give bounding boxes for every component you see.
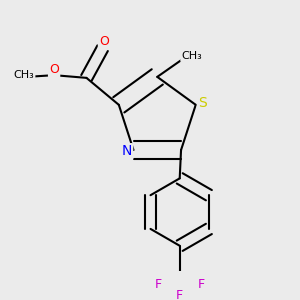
Text: F: F [154,278,162,291]
Text: O: O [49,63,59,76]
Text: F: F [198,278,205,291]
Text: N: N [122,144,132,158]
Text: O: O [99,35,109,48]
Text: CH₃: CH₃ [14,70,34,80]
Text: CH₃: CH₃ [182,51,202,61]
Text: S: S [198,97,207,110]
Text: F: F [176,289,183,300]
